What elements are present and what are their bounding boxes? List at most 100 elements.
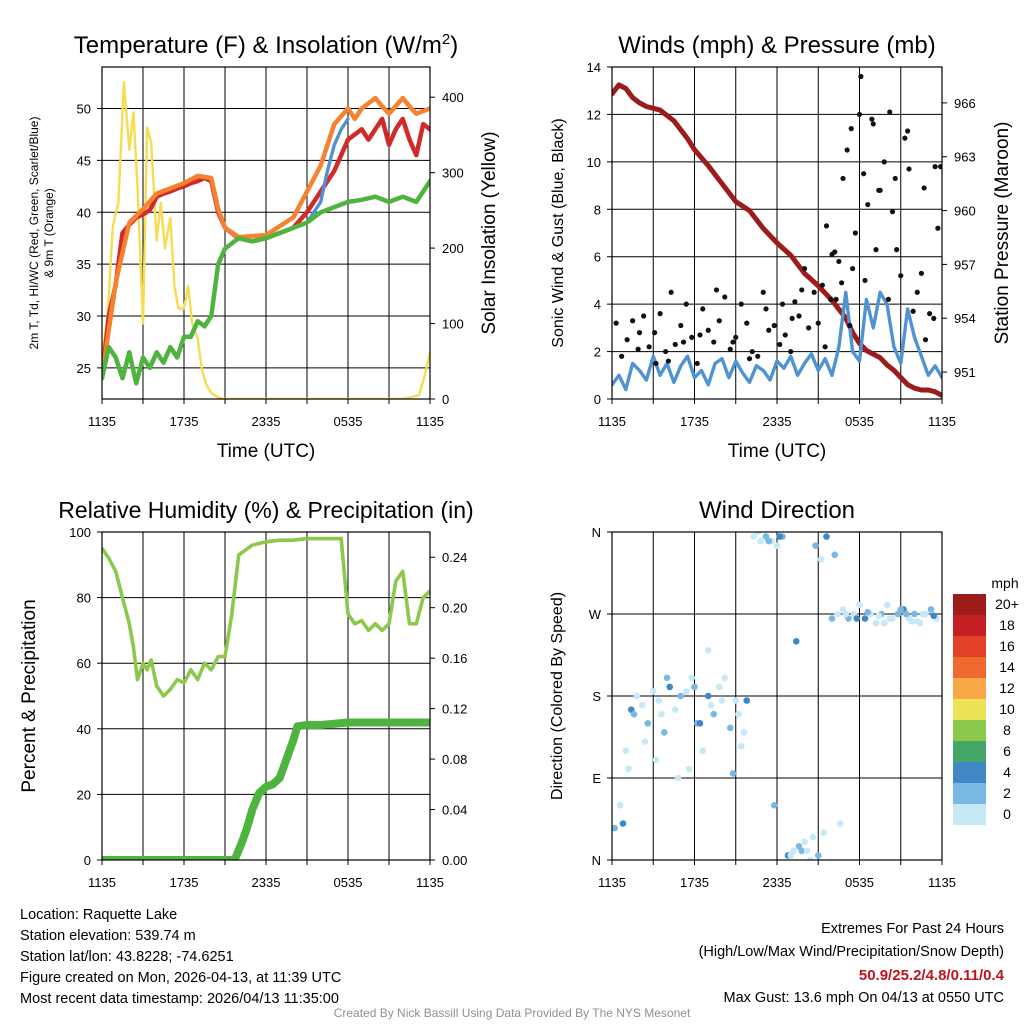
y-tick-label: 0: [84, 853, 91, 868]
gust-point: [836, 258, 842, 265]
wind-direction-point: [875, 612, 883, 620]
y-right-tick-label: 963: [954, 150, 976, 165]
gust-point: [738, 301, 744, 307]
y-tick-label: 100: [69, 525, 91, 540]
wind-direction-point: [754, 532, 762, 536]
y-tick-label: 45: [77, 153, 91, 168]
legend-label: 0: [1003, 806, 1011, 822]
y-tick-label: 0: [594, 392, 601, 407]
gust-point: [862, 277, 868, 284]
wind-direction-point: [757, 537, 764, 545]
wind-direction-point: [677, 692, 685, 700]
gust-point: [697, 332, 703, 338]
wind-direction-point: [792, 638, 800, 645]
gust-point: [663, 348, 669, 355]
wind-direction-point: [897, 606, 905, 613]
legend-label: 2: [1003, 785, 1011, 801]
y-right-tick-label: 400: [442, 90, 464, 105]
wind-direction-point: [836, 820, 844, 827]
gust-point: [881, 159, 887, 165]
gust-point: [906, 166, 912, 172]
x-tick-label: 1135: [928, 875, 956, 890]
y-tick-label: 4: [594, 297, 601, 312]
gust-point: [646, 344, 652, 350]
solar-insolation-line: [102, 80, 430, 399]
panel-title: Relative Humidity (%) & Precipitation (i…: [58, 497, 473, 523]
extremes-subtitle: (High/Low/Max Wind/Precipitation/Snow De…: [698, 944, 1004, 960]
wind-direction-point: [801, 838, 808, 846]
wind-direction-point: [625, 765, 632, 773]
gust-point: [898, 273, 904, 279]
gust-point: [766, 327, 772, 333]
wind-direction-point: [806, 856, 814, 860]
wind-direction-point: [707, 701, 715, 709]
y-tick-label: 40: [77, 722, 91, 737]
gust-point: [819, 282, 825, 288]
wind-direction-point: [919, 610, 927, 618]
y-right-tick-label: 0.24: [442, 550, 467, 565]
series-group: [102, 536, 430, 860]
gust-point: [885, 296, 891, 302]
x-tick-label: 0535: [334, 414, 363, 429]
gust-point: [833, 296, 839, 302]
gust-point: [889, 209, 896, 215]
wind-direction-point: [663, 674, 671, 682]
wind-direction-point: [820, 829, 828, 836]
y-tick-label: 60: [77, 656, 91, 671]
y-right-tick-label: 100: [442, 317, 464, 332]
extremes-values: 50.9/25.2/4.8/0.11/0.4: [858, 967, 1004, 984]
gust-point: [938, 164, 942, 170]
wind-direction-point: [880, 619, 888, 627]
panel-rh: Relative Humidity (%) & Precipitation (i…: [19, 497, 474, 890]
gust-point: [777, 341, 783, 348]
y-tick-label: 10: [587, 155, 601, 170]
y-right-tick-label: 200: [442, 241, 464, 256]
x-axis-label: Time (UTC): [217, 441, 316, 462]
gust-point: [653, 360, 659, 367]
gust-point: [716, 318, 722, 324]
y-right-tick-label: 0.08: [442, 752, 467, 767]
gust-point: [713, 287, 720, 293]
y-right-axis-label: Station Pressure (Maroon): [992, 122, 1013, 345]
legend-label: 12: [999, 680, 1015, 696]
y-tick-label: 12: [587, 107, 601, 122]
wind-direction-point: [685, 765, 693, 773]
wind-direction-point: [726, 724, 734, 732]
x-tick-label: 1735: [170, 875, 199, 890]
y-tick-label: 30: [77, 309, 91, 324]
wind-direction-point: [612, 824, 619, 832]
wind-direction-point: [787, 852, 795, 859]
wind-direction-point: [911, 610, 918, 618]
panel-title: Temperature (F) & Insolation (W/m2): [74, 31, 458, 59]
legend-label: 16: [999, 638, 1015, 654]
wind-direction-point: [652, 756, 660, 764]
wind-direction-point: [696, 720, 704, 727]
x-tick-label: 0535: [845, 414, 874, 429]
gust-point: [727, 346, 733, 352]
wind-direction-point: [737, 742, 745, 750]
y-axis-label: Sonic Wind & Gust (Blue, Black): [550, 118, 567, 347]
gust-point: [869, 116, 875, 122]
wind-direction-point: [638, 701, 646, 709]
wind-direction-point: [674, 774, 682, 782]
legend-swatch: [953, 804, 986, 825]
gust-point: [782, 332, 788, 338]
y-tick-label: S: [592, 689, 601, 704]
gust-point: [683, 301, 689, 307]
y-tick-label: N: [592, 525, 601, 540]
gust-point: [680, 339, 687, 345]
gust-point: [847, 322, 853, 329]
gust-point: [763, 306, 769, 312]
plot-frame: [101, 66, 431, 400]
plot-frame: [611, 531, 943, 861]
wind-direction-point: [883, 601, 891, 609]
sonic-wind-line: [612, 290, 942, 392]
wind-direction-point: [773, 542, 781, 549]
legend-label: 14: [999, 659, 1015, 675]
panel-dir: Wind Direction 1135 1735 2335 0535 1135 N E S W N D…: [549, 497, 1019, 890]
extremes-panel: Extremes For Past 24 Hours (High/Low/Max…: [699, 918, 1004, 1010]
wind-direction-point: [743, 697, 751, 704]
y-tick-label: W: [589, 607, 602, 622]
x-tick-label: 1135: [928, 414, 956, 429]
